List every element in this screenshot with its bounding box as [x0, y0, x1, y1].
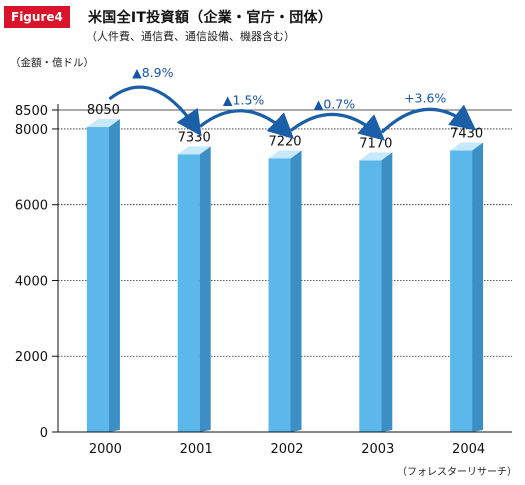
bar-top-face	[359, 152, 393, 161]
bars	[86, 119, 484, 432]
growth-annotation: +3.6%	[404, 91, 446, 106]
y-tick-label: 6000	[15, 199, 48, 214]
bar-side-face	[290, 150, 302, 432]
y-axis-unit-label: （金額・億ドル）	[10, 57, 94, 69]
growth-annotation: ▲1.5%	[223, 92, 264, 107]
chart-title: 米国全IT投資額（企業・官庁・団体）	[88, 10, 333, 26]
y-tick-label: 8500	[15, 104, 48, 119]
bar-2000	[86, 119, 120, 432]
x-tick-label: 2003	[361, 442, 394, 457]
chart-subtitle: （人件費、通信費、通信設備、機器含む）	[86, 30, 295, 43]
value-label: 7430	[450, 127, 483, 142]
y-axis: 0 2000 4000 6000 8000 8500	[15, 104, 59, 441]
y-tick-label: 2000	[15, 350, 48, 365]
value-label: 7330	[178, 130, 211, 145]
bar-front-face	[450, 150, 473, 432]
bar-front-face	[86, 127, 109, 432]
bar-front-face	[268, 158, 291, 432]
growth-arrows: ▲8.9% ▲1.5% ▲0.7% +3.6%	[108, 65, 477, 141]
bar-top-face	[450, 142, 484, 151]
bar-side-face	[472, 142, 484, 432]
bar-top-face	[268, 150, 302, 159]
x-axis: 2000 2001 2002 2003 2004	[58, 431, 512, 457]
bar-2001	[177, 146, 211, 432]
growth-arrow	[108, 85, 202, 137]
growth-arrow	[380, 104, 477, 134]
value-label: 8050	[87, 103, 120, 118]
bar-side-face	[381, 152, 393, 432]
y-tick-label: 8000	[15, 123, 48, 138]
y-tick-label: 4000	[15, 274, 48, 289]
growth-arrow	[199, 109, 295, 140]
bar-2002	[268, 150, 302, 432]
bar-top-face	[177, 146, 211, 155]
growth-arrow	[290, 112, 386, 141]
value-label: 7170	[359, 136, 392, 151]
x-tick-label: 2000	[89, 442, 122, 457]
figure-badge: Figure4	[4, 6, 70, 28]
bar-side-face	[199, 146, 211, 432]
x-tick-label: 2002	[270, 442, 303, 457]
bar-2003	[359, 152, 393, 432]
y-tick-label: 0	[40, 426, 48, 441]
bar-top-face	[86, 119, 120, 128]
value-label: 7220	[268, 134, 301, 149]
source-note: （フォレスターリサーチ）	[397, 467, 517, 478]
bar-side-face	[108, 119, 120, 432]
bar-front-face	[177, 154, 200, 432]
x-tick-label: 2004	[452, 442, 485, 457]
growth-annotation: ▲8.9%	[132, 65, 173, 80]
growth-annotation: ▲0.7%	[314, 96, 355, 111]
bar-front-face	[359, 160, 382, 432]
x-tick-label: 2001	[180, 442, 213, 457]
bar-2004	[450, 142, 484, 432]
